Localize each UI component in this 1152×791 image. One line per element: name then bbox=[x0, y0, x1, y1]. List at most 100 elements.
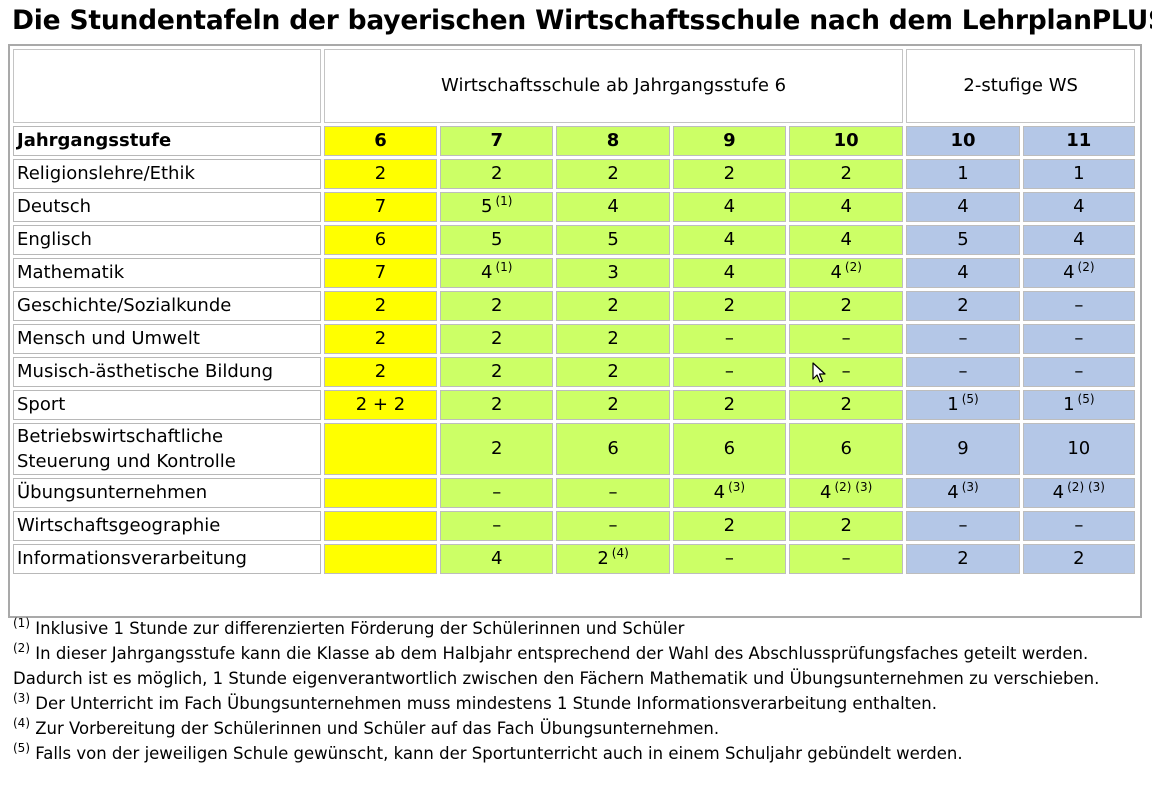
footnote-text: Dadurch ist es möglich, 1 Stunde eigenve… bbox=[13, 669, 1100, 688]
footnote: (4) Zur Vorbereitung der Schülerinnen un… bbox=[13, 716, 1099, 741]
hours-cell: – bbox=[1022, 291, 1135, 321]
hours-cell: 6 bbox=[556, 423, 670, 475]
hours-value: 6 bbox=[840, 438, 852, 459]
hours-cell: 2 bbox=[672, 159, 786, 189]
hours-cell: 1 (5) bbox=[1022, 390, 1135, 420]
footnote-ref: (2) (3) bbox=[1067, 480, 1105, 494]
hours-cell: 4 bbox=[440, 544, 554, 574]
hours-cell: 2 bbox=[556, 291, 670, 321]
hours-value: 4 bbox=[723, 262, 736, 283]
hours-cell: 5 (1) bbox=[440, 192, 554, 222]
hours-cell: 2 bbox=[672, 390, 786, 420]
hours-cell: 4 bbox=[789, 192, 904, 222]
hours-value: 6 bbox=[374, 229, 387, 250]
hours-value: 2 bbox=[723, 394, 736, 415]
hours-cell bbox=[323, 423, 438, 475]
hours-cell: 2 bbox=[556, 159, 670, 189]
subject-label: Englisch bbox=[13, 225, 321, 255]
grade-header: 8 bbox=[556, 126, 670, 156]
hours-cell: – bbox=[556, 478, 670, 508]
hours-cell: – bbox=[906, 357, 1020, 387]
hours-cell: – bbox=[1022, 357, 1135, 387]
footnote-text: Zur Vorbereitung der Schülerinnen und Sc… bbox=[35, 719, 720, 738]
hours-value: 4 bbox=[830, 262, 842, 283]
timetable: Wirtschaftsschule ab Jahrgangsstufe 6 2-… bbox=[10, 46, 1138, 577]
hours-value: – bbox=[1074, 295, 1084, 316]
hours-cell: 2 bbox=[440, 159, 554, 189]
hours-cell: 4 bbox=[906, 192, 1020, 222]
hours-cell: 2 bbox=[323, 357, 438, 387]
hours-value: 4 bbox=[840, 229, 852, 250]
hours-value: – bbox=[958, 361, 968, 382]
hours-value: – bbox=[841, 548, 851, 569]
hours-value: 2 bbox=[491, 163, 503, 184]
hours-cell: 6 bbox=[789, 423, 904, 475]
group-header-row: Wirtschaftsschule ab Jahrgangsstufe 6 2-… bbox=[13, 49, 1135, 123]
hours-cell bbox=[323, 511, 438, 541]
footnote-text: Falls von der jeweiligen Schule gewünsch… bbox=[35, 744, 963, 763]
grade-header: 6 bbox=[323, 126, 438, 156]
footnote: Dadurch ist es möglich, 1 Stunde eigenve… bbox=[13, 666, 1099, 691]
hours-value: 2 bbox=[374, 163, 387, 184]
hours-cell: 7 bbox=[323, 258, 438, 288]
hours-value: 2 bbox=[957, 548, 969, 569]
hours-value: 9 bbox=[957, 438, 969, 459]
hours-cell: 4 (2) bbox=[789, 258, 904, 288]
hours-value: 4 bbox=[957, 262, 969, 283]
footnote-mark: (5) bbox=[13, 741, 30, 755]
footnote-mark: (2) bbox=[13, 641, 30, 655]
hours-value: 4 bbox=[957, 196, 969, 217]
footnote-ref: (2) bbox=[844, 260, 862, 274]
hours-value: 4 bbox=[1073, 196, 1085, 217]
hours-value: – bbox=[841, 361, 851, 382]
hours-cell: 3 bbox=[556, 258, 670, 288]
hours-value: – bbox=[492, 482, 502, 503]
hours-cell: 2 bbox=[440, 291, 554, 321]
hours-value: 2 bbox=[840, 295, 852, 316]
hours-value: 6 bbox=[607, 438, 619, 459]
hours-cell: 1 bbox=[906, 159, 1020, 189]
hours-value: 2 bbox=[374, 295, 387, 316]
hours-cell: 4 bbox=[1022, 225, 1135, 255]
hours-value: 2 bbox=[607, 163, 619, 184]
hours-value: 4 bbox=[713, 482, 726, 503]
table-row: Sport 2 + 2 2 2 2 2 1 (5) 1 (5) bbox=[13, 390, 1135, 420]
hours-cell: – bbox=[1022, 324, 1135, 354]
table-row: Übungsunternehmen – –4 (3) 4 (2) (3) 4 (3) 4 (2) … bbox=[13, 478, 1135, 508]
footnote: (5) Falls von der jeweiligen Schule gewü… bbox=[13, 741, 1099, 766]
hours-value: 4 bbox=[1052, 482, 1065, 503]
hours-cell: 2 bbox=[789, 390, 904, 420]
hours-value: 4 bbox=[840, 196, 852, 217]
hours-cell: 4 (2) (3) bbox=[789, 478, 904, 508]
footnote-ref: (3) bbox=[961, 480, 979, 494]
hours-value: – bbox=[724, 548, 734, 569]
hours-value: 1 bbox=[1063, 394, 1075, 415]
hours-cell: 2 bbox=[440, 324, 554, 354]
table-row: Betriebswirtschaftliche Steuerung und Ko… bbox=[13, 423, 1135, 475]
hours-cell: 4 bbox=[1022, 192, 1135, 222]
grade-header-row: Jahrgangsstufe 6 7 8 9 10 10 11 bbox=[13, 126, 1135, 156]
hours-value: 4 bbox=[481, 262, 493, 283]
hours-cell: 4 bbox=[672, 192, 786, 222]
hours-cell bbox=[323, 544, 438, 574]
hours-cell: – bbox=[789, 357, 904, 387]
hours-value: 5 bbox=[607, 229, 619, 250]
hours-value: – bbox=[608, 482, 618, 503]
hours-value: – bbox=[1074, 361, 1084, 382]
hours-cell: – bbox=[789, 324, 904, 354]
hours-value: 3 bbox=[607, 262, 619, 283]
hours-value: 2 bbox=[374, 328, 387, 349]
hours-cell: 4 bbox=[672, 258, 786, 288]
hours-cell: 6 bbox=[323, 225, 438, 255]
subject-label: Musisch-ästhetische Bildung bbox=[13, 357, 321, 387]
hours-cell: 2 bbox=[789, 291, 904, 321]
hours-value: – bbox=[724, 361, 734, 382]
hours-value: 2 bbox=[597, 548, 609, 569]
table-row: Geschichte/Sozialkunde 2 2 2 2 2 2 – bbox=[13, 291, 1135, 321]
hours-value: 5 bbox=[957, 229, 969, 250]
grade-header: 7 bbox=[440, 126, 554, 156]
grade-header: 9 bbox=[672, 126, 786, 156]
hours-cell: 4 bbox=[789, 225, 904, 255]
hours-cell: 4 (3) bbox=[906, 478, 1020, 508]
hours-cell: 2 bbox=[906, 291, 1020, 321]
